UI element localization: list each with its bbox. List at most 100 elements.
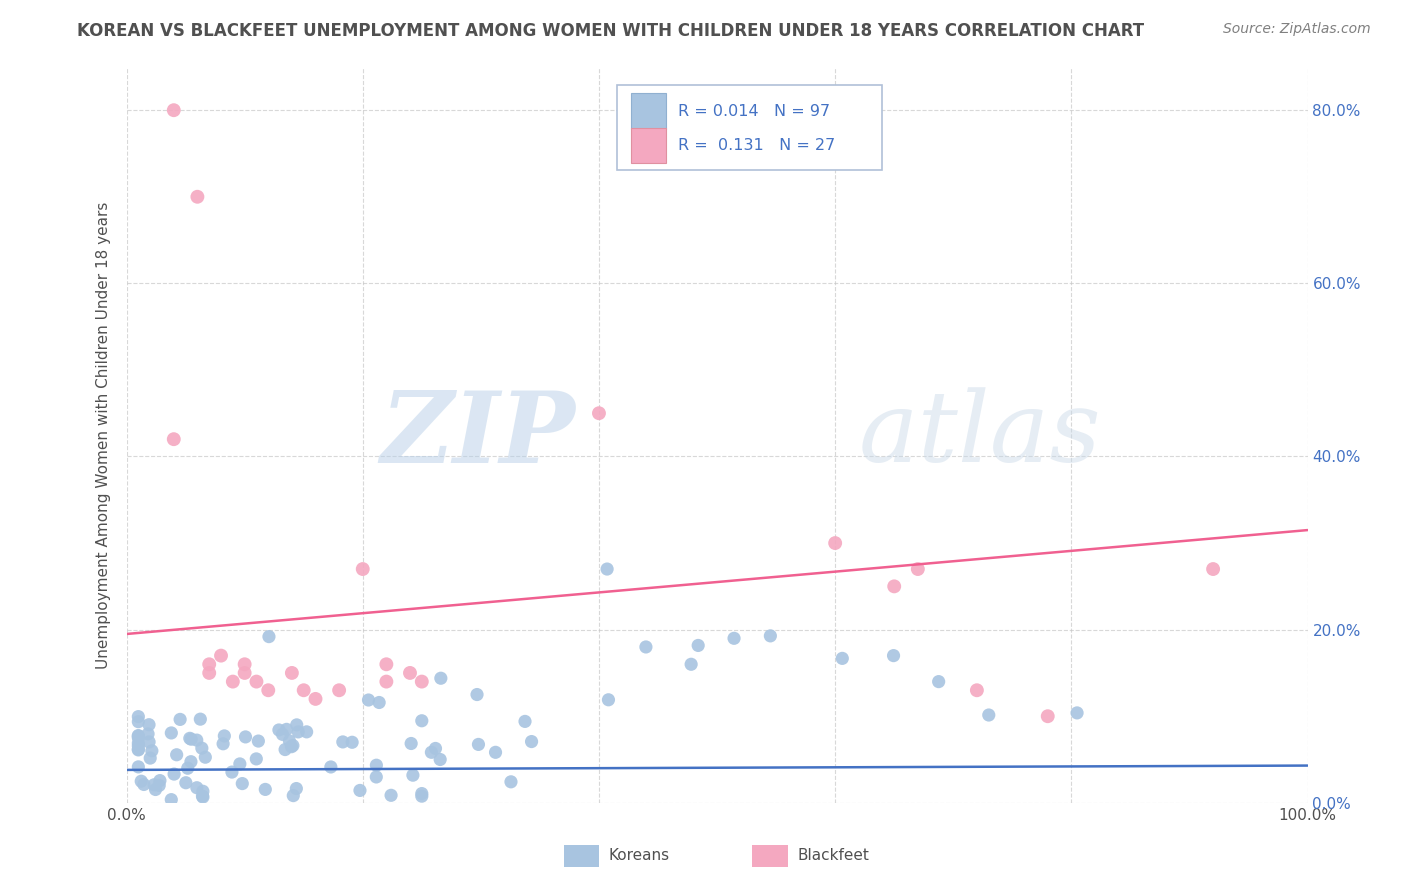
Point: [163, 767, 186, 781]
Bar: [631, 128, 666, 163]
Point: [191, 784, 214, 798]
Point: [484, 745, 506, 759]
Point: [588, 406, 610, 420]
Point: [221, 765, 243, 780]
Point: [278, 734, 301, 748]
Point: [163, 432, 186, 446]
Point: [375, 674, 398, 689]
Point: [180, 732, 202, 747]
Point: [274, 742, 297, 756]
Text: R = 0.014   N = 97: R = 0.014 N = 97: [678, 103, 830, 119]
Text: Blackfeet: Blackfeet: [797, 848, 869, 863]
Text: atlas: atlas: [859, 387, 1101, 483]
Point: [295, 724, 318, 739]
Point: [977, 708, 1000, 723]
Text: R =  0.131   N = 27: R = 0.131 N = 27: [678, 138, 835, 153]
Point: [143, 778, 166, 792]
Point: [688, 639, 710, 653]
Point: [499, 774, 522, 789]
Point: [465, 688, 488, 702]
Point: [420, 745, 443, 759]
Point: [231, 776, 253, 790]
Point: [283, 789, 305, 803]
Point: [177, 761, 200, 775]
Point: [247, 734, 270, 748]
Point: [214, 729, 236, 743]
Point: [127, 743, 149, 757]
Point: [357, 693, 380, 707]
Point: [145, 782, 167, 797]
Point: [160, 726, 183, 740]
Point: [191, 789, 214, 804]
Point: [212, 737, 235, 751]
Point: [1066, 706, 1088, 720]
Point: [138, 735, 160, 749]
Point: [127, 709, 149, 723]
Point: [285, 718, 308, 732]
Point: [163, 103, 186, 118]
Point: [233, 657, 256, 672]
Point: [467, 738, 489, 752]
Point: [174, 776, 197, 790]
Point: [132, 777, 155, 791]
Point: [375, 657, 398, 672]
Point: [148, 779, 170, 793]
Point: [1036, 709, 1059, 723]
Point: [191, 790, 214, 805]
Point: [166, 747, 188, 762]
Point: [179, 731, 201, 746]
Point: [191, 741, 214, 756]
Point: [319, 760, 342, 774]
Point: [186, 190, 208, 204]
Text: KOREAN VS BLACKFEET UNEMPLOYMENT AMONG WOMEN WITH CHILDREN UNDER 18 YEARS CORREL: KOREAN VS BLACKFEET UNEMPLOYMENT AMONG W…: [77, 22, 1144, 40]
Point: [429, 752, 451, 766]
Point: [520, 734, 543, 748]
Point: [411, 789, 433, 804]
Point: [380, 789, 402, 803]
Point: [127, 736, 149, 750]
Y-axis label: Unemployment Among Women with Children Under 18 years: Unemployment Among Women with Children U…: [96, 202, 111, 668]
FancyBboxPatch shape: [617, 86, 883, 170]
Point: [966, 683, 988, 698]
Point: [287, 725, 309, 739]
Point: [281, 665, 304, 680]
Point: [352, 562, 374, 576]
Point: [399, 665, 422, 680]
Point: [198, 665, 221, 680]
Point: [141, 744, 163, 758]
Point: [411, 787, 433, 801]
Point: [292, 683, 315, 698]
Point: [368, 696, 391, 710]
Point: [366, 758, 388, 772]
Point: [235, 730, 257, 744]
Point: [430, 671, 453, 685]
Point: [129, 774, 152, 789]
Point: [127, 760, 149, 774]
Point: [245, 674, 267, 689]
Point: [280, 739, 302, 754]
Point: [267, 723, 290, 737]
Point: [229, 756, 252, 771]
Point: [188, 712, 211, 726]
Point: [425, 741, 447, 756]
Point: [411, 674, 433, 689]
Point: [824, 536, 846, 550]
Point: [883, 648, 905, 663]
Point: [598, 693, 620, 707]
Point: [328, 683, 350, 698]
Point: [127, 714, 149, 729]
Point: [271, 727, 294, 741]
Point: [180, 755, 202, 769]
Point: [257, 630, 280, 644]
Point: [276, 723, 298, 737]
Text: ZIP: ZIP: [381, 386, 575, 483]
Point: [907, 562, 929, 576]
Point: [127, 729, 149, 743]
Point: [402, 768, 425, 782]
Point: [281, 739, 304, 753]
Point: [304, 692, 326, 706]
Point: [340, 735, 363, 749]
Point: [186, 733, 208, 747]
Point: [759, 629, 782, 643]
Point: [681, 657, 703, 672]
